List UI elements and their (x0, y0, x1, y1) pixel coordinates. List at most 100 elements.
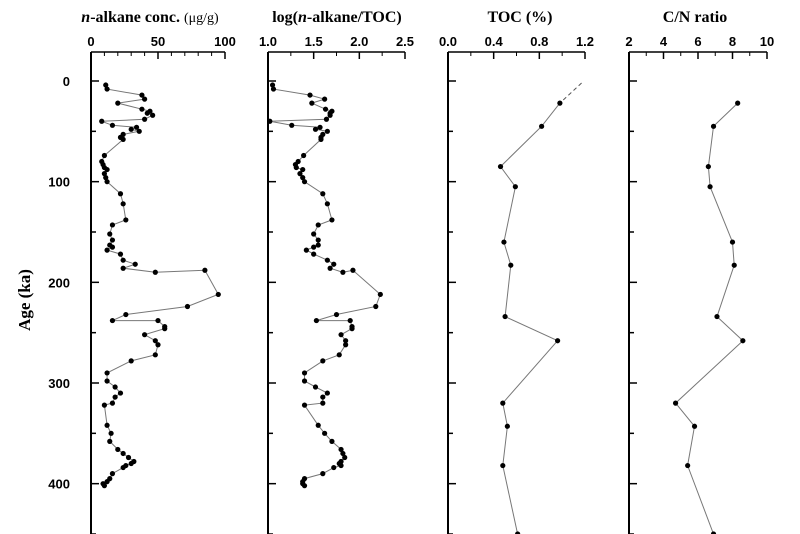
panel-2-data-point (313, 317, 320, 324)
panel-1-data-point (120, 450, 126, 457)
panel-2-series-line (269, 84, 381, 487)
panel-1-data-point (109, 400, 116, 406)
panel-2-data-point (333, 311, 340, 318)
panel-2-data-point (329, 438, 335, 444)
panel-1-data-point (120, 257, 126, 263)
panel-1-data-point (104, 247, 110, 253)
panel-1-data-point (103, 175, 109, 181)
panel-1-data-point (104, 370, 110, 376)
panel-2-data-point (320, 400, 326, 406)
panel-2-data-point (267, 118, 273, 124)
panel-1-x-tick-label: 50 (151, 34, 165, 49)
panel-2-data-point (324, 201, 330, 207)
panel-2-data-point (320, 191, 326, 197)
panel-1-data-point (142, 332, 148, 338)
panel-1-data-point (128, 460, 134, 467)
panel-2-data-point (331, 464, 337, 471)
panel-1-data-point (128, 358, 134, 364)
panel-3-x-tick-label: 0.8 (530, 34, 548, 49)
age-tick-label: 100 (48, 175, 70, 190)
panel-1-data-point (123, 217, 129, 223)
panel-3-title: TOC (%) (487, 9, 552, 26)
panel-4-data-point (685, 462, 691, 469)
panel-2-data-point (311, 251, 317, 257)
panel-2-x-tick-label: 1.0 (259, 34, 277, 49)
panel-1-data-point (132, 261, 138, 267)
panel-1-data-point (123, 311, 129, 318)
panel-2-data-point (343, 342, 349, 348)
panel-3-x-tick-label: 0.0 (439, 34, 457, 49)
panel-4-x-tick-label: 6 (694, 34, 701, 49)
panel-2-data-point (317, 124, 323, 130)
panel-3-data-point (504, 423, 510, 429)
panel-2-data-point (303, 247, 309, 253)
panel-3-data-point (497, 163, 504, 170)
age-tick-label: 400 (48, 477, 70, 492)
panel-1-data-point (112, 384, 118, 390)
panel-2-data-point (327, 265, 333, 271)
panel-2-data-point (289, 122, 295, 128)
panel-1-data-point (155, 317, 161, 324)
panel-1-data-point (152, 338, 158, 344)
panel-1-data-point (109, 222, 116, 228)
panel-1-data-point (112, 394, 118, 400)
panel-1-data-point (117, 251, 124, 257)
panel-2-data-point (311, 244, 317, 250)
panel-2-data-point (349, 326, 355, 332)
panel-2-data-point (300, 166, 306, 173)
panel-2-data-point (311, 231, 317, 237)
panel-1-data-point (120, 201, 126, 207)
panel-3-data-point (500, 462, 506, 469)
panel-1-data-point (133, 124, 140, 130)
panel-4-x-tick-label: 2 (625, 34, 632, 49)
age-tick-label: 0 (63, 74, 70, 89)
panel-4-data-point (710, 123, 717, 129)
panel-4-title: C/N ratio (663, 9, 727, 26)
panel-4-data-point (740, 338, 746, 344)
panel-3-data-point (555, 338, 561, 344)
panel-2-data-point (320, 358, 326, 364)
panel-2-data-point (301, 179, 308, 185)
panel-1-data-point (139, 106, 145, 112)
panel-1-data-point (139, 92, 145, 98)
panel-2-data-point (324, 257, 330, 263)
panel-1-data-point (155, 342, 161, 348)
panel-4-data-point (714, 313, 720, 320)
panel-1-data-point (104, 179, 110, 185)
panel-2-data-point (301, 370, 308, 376)
panel-3-x-tick-label: 1.2 (576, 34, 594, 49)
panel-1-data-point (115, 446, 121, 453)
panel-2-data-point (322, 96, 328, 102)
panel-1-data-point (120, 464, 126, 471)
panel-1-data-point (104, 378, 110, 384)
panel-4-x-tick-label: 10 (760, 34, 774, 49)
panel-2-data-point (307, 92, 313, 98)
panel-4-data-point (691, 423, 698, 429)
panel-2-data-point (329, 217, 335, 223)
panel-4-data-point (705, 163, 711, 170)
panel-2-data-point (324, 128, 330, 134)
panel-3-data-point (501, 239, 507, 245)
panel-2-data-point (347, 317, 353, 324)
panel-2-data-point (301, 483, 308, 489)
panel-3-series-line (499, 102, 561, 534)
panel-1-data-point (125, 454, 132, 461)
panel-1-x-tick-label: 0 (87, 34, 94, 49)
panel-3-data-point (500, 400, 506, 406)
panel-1-data-point (109, 244, 116, 250)
panel-1-data-point (117, 390, 124, 396)
panel-2-data-point (336, 352, 342, 358)
panel-2-x-tick-label: 2.5 (396, 34, 414, 49)
panel-3-x-tick-label: 0.4 (485, 34, 504, 49)
panel-1-data-point (142, 116, 148, 122)
panel-1-data-point (104, 166, 110, 173)
panel-1-data-point (128, 126, 134, 132)
panel-1-data-point (101, 402, 107, 408)
panel-1-data-point (215, 291, 221, 298)
panel-3-data-point (512, 184, 518, 190)
panel-1-data-point (104, 422, 110, 428)
panel-2-data-point (301, 402, 308, 408)
panel-4-data-point (735, 100, 741, 106)
panel-2-data-point (350, 267, 356, 273)
panel-2-data-point (322, 106, 329, 112)
